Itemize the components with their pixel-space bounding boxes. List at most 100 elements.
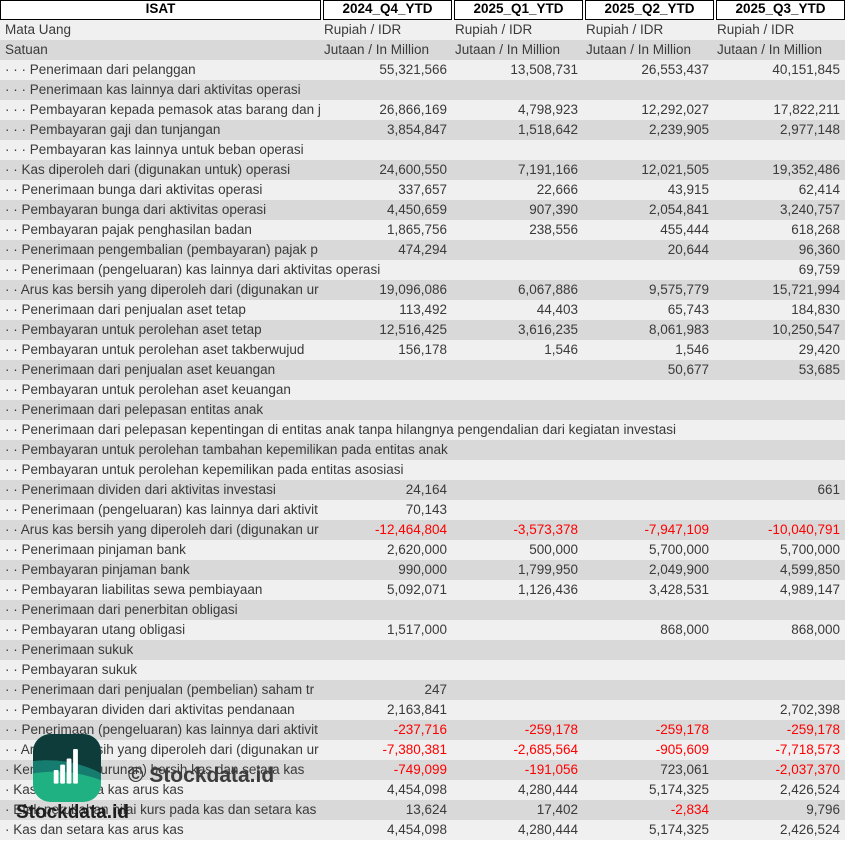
table-row: · · Penerimaan sukuk (0, 640, 845, 660)
cell-value (714, 80, 845, 100)
cell-value: 2,702,398 (779, 702, 840, 717)
cell-value: 13,508,731 (510, 62, 578, 77)
cell-value (452, 400, 583, 420)
table-row: · · Pembayaran untuk perolehan kepemilik… (0, 460, 845, 480)
row-label: · · Pembayaran liabilitas sewa pembiayaa… (5, 582, 263, 597)
cell-value (321, 420, 452, 440)
row-label: Satuan (5, 42, 48, 57)
cell-value: 4,454,098 (386, 822, 447, 837)
cell-value (452, 660, 583, 680)
cell-value: 3,240,757 (779, 202, 840, 217)
cell-value (583, 660, 714, 680)
cell-value: 661 (817, 482, 840, 497)
table-row: · · Arus kas bersih yang diperoleh dari … (0, 740, 845, 760)
cell-value (321, 380, 452, 400)
cell-value: Rupiah / IDR (324, 22, 402, 37)
table-row: · Kas dan setara kas arus kas 4,454,098 4,… (0, 820, 845, 840)
cell-value (452, 140, 583, 160)
table-row: · · Penerimaan (pengeluaran) kas lainnya… (0, 720, 845, 740)
cell-value: 723,061 (660, 762, 709, 777)
cell-value (583, 460, 714, 480)
row-label: · · Pembayaran sukuk (5, 662, 138, 677)
period-header-cell: 2024_Q4_YTD (323, 0, 452, 20)
cell-value (714, 400, 845, 420)
cell-value (583, 420, 714, 440)
cell-value (452, 620, 583, 640)
cell-value: -259,178 (524, 722, 578, 737)
cell-value: 4,798,923 (517, 102, 578, 117)
table-row: · · · Penerimaan dari pelanggan 55,321,56… (0, 60, 845, 80)
cell-value: 3,616,235 (517, 322, 578, 337)
cell-value (583, 400, 714, 420)
cell-value: 2,426,524 (779, 782, 840, 797)
cell-value: 1,546 (675, 342, 709, 357)
table-row: · Efek perubahan nilai kurs pada kas dan… (0, 800, 845, 820)
cell-value (583, 140, 714, 160)
cell-value: 8,061,983 (648, 322, 709, 337)
row-label: · · Pembayaran pajak penghasilan badan (5, 222, 252, 237)
cell-value (452, 260, 583, 280)
cell-value (583, 600, 714, 620)
table-row: · · · Penerimaan kas lainnya dari aktivi… (0, 80, 845, 100)
cell-value (583, 640, 714, 660)
cell-value: -259,178 (786, 722, 840, 737)
cell-value: 4,599,850 (779, 562, 840, 577)
row-label: · · Penerimaan dari pelepasan entitas an… (5, 402, 264, 417)
cell-value: 907,390 (529, 202, 578, 217)
row-label: · · Penerimaan dari pelepasan kepentinga… (5, 422, 676, 437)
table-row: · · Penerimaan (pengeluaran) kas lainnya… (0, 500, 845, 520)
bar-chart-icon (53, 748, 78, 784)
cell-value: Jutaan / In Million (717, 42, 823, 57)
cell-value: 50,677 (667, 362, 709, 377)
period-header-cell: 2025_Q2_YTD (585, 0, 714, 20)
stockdata-logo-icon[interactable] (33, 734, 101, 802)
table-row: · · Arus kas bersih yang diperoleh dari … (0, 280, 845, 300)
cell-value: 15,721,994 (772, 282, 840, 297)
row-label: · · · Penerimaan kas lainnya dari aktivi… (5, 82, 301, 97)
table-row: · · Penerimaan dari penjualan aset tetap… (0, 300, 845, 320)
cell-value (714, 140, 845, 160)
cell-value: -905,609 (655, 742, 709, 757)
table-row: · · Pembayaran sukuk (0, 660, 845, 680)
cell-value: 5,092,071 (386, 582, 447, 597)
table-row: · · · Pembayaran gaji dan tunjangan 3,854… (0, 120, 845, 140)
cell-value: 4,454,098 (386, 782, 447, 797)
cell-value (452, 680, 583, 700)
cell-value: -10,040,791 (767, 522, 840, 537)
cell-value (583, 700, 714, 720)
cell-value (452, 380, 583, 400)
cell-value: 13,624 (405, 802, 447, 817)
cell-value: -2,037,370 (775, 762, 840, 777)
cell-value (714, 600, 845, 620)
cell-value: 184,830 (791, 302, 840, 317)
row-label: · · Pembayaran utang obligasi (5, 622, 186, 637)
table-row: · · Pembayaran untuk perolehan aset teta… (0, 320, 845, 340)
cell-value: 12,516,425 (379, 322, 447, 337)
cell-value: Rupiah / IDR (586, 22, 664, 37)
table-row: · · Penerimaan dari penjualan (pembelian… (0, 680, 845, 700)
cell-value: 20,644 (667, 242, 709, 257)
cell-value (714, 660, 845, 680)
table-row: · · Pembayaran pinjaman bank 990,000 1,799… (0, 560, 845, 580)
cell-value: 5,174,325 (648, 822, 709, 837)
cell-value: 238,556 (529, 222, 578, 237)
cell-value: 96,360 (798, 242, 840, 257)
table-row: · · Penerimaan bunga dari aktivitas oper… (0, 180, 845, 200)
period-header-cell: 2025_Q1_YTD (454, 0, 583, 20)
table-row: · · · Pembayaran kas lainnya untuk beban… (0, 140, 845, 160)
cell-value: 990,000 (398, 562, 447, 577)
cell-value (452, 240, 583, 260)
cell-value: 4,280,444 (517, 782, 578, 797)
cell-value: -7,947,109 (644, 522, 709, 537)
cell-value (321, 660, 452, 680)
cell-value: 3,854,847 (386, 122, 447, 137)
stockdata-brand-text[interactable]: Stockdata.id (16, 802, 129, 823)
cell-value: 4,280,444 (517, 822, 578, 837)
cell-value: 1,518,642 (517, 122, 578, 137)
cell-value: 7,191,166 (517, 162, 578, 177)
cell-value: 12,292,027 (641, 102, 709, 117)
table-row: · · Pembayaran untuk perolehan aset takb… (0, 340, 845, 360)
row-label: · · Penerimaan sukuk (5, 642, 134, 657)
cell-value (321, 260, 452, 280)
cell-value: 65,743 (667, 302, 709, 317)
